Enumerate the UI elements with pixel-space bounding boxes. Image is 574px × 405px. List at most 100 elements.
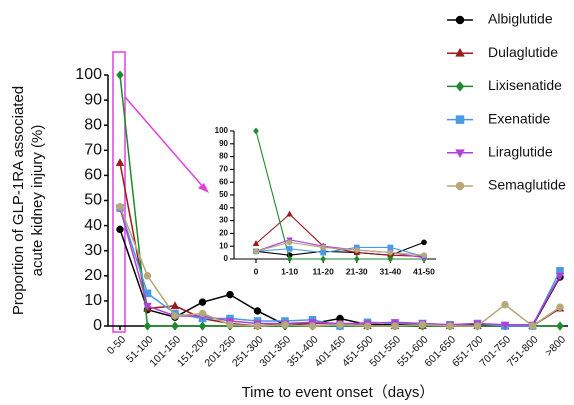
- x-tick-label: 751-800: [505, 333, 541, 369]
- y-axis-title: Proportion of GLP-1RA associated acute ki…: [10, 86, 46, 315]
- marker: [253, 248, 259, 255]
- legend-label: Albiglutide: [488, 11, 553, 27]
- y-tick-label: 50: [84, 192, 102, 209]
- x-tick-label: 0-50: [105, 333, 128, 356]
- x-tick-label: >800: [543, 333, 568, 358]
- marker: [320, 255, 327, 263]
- marker: [421, 252, 427, 259]
- marker: [418, 320, 427, 329]
- marker: [473, 322, 482, 330]
- y-tick-label: 60: [219, 177, 228, 186]
- marker: [320, 244, 327, 251]
- y-tick-label: 60: [84, 167, 102, 184]
- y-tick-label: 40: [84, 217, 102, 234]
- series-line: [255, 246, 425, 257]
- marker: [387, 244, 394, 251]
- y-tick-label: 50: [219, 190, 228, 199]
- series-line: [255, 130, 424, 260]
- marker: [336, 320, 344, 329]
- zoom-arrow: [124, 96, 205, 189]
- marker: [320, 249, 327, 256]
- marker: [528, 322, 537, 330]
- marker: [455, 81, 465, 92]
- marker: [455, 47, 465, 57]
- marker: [555, 272, 565, 281]
- series-line: [119, 207, 561, 327]
- y-tick-label: 90: [219, 139, 228, 148]
- marker: [116, 225, 124, 234]
- marker: [353, 247, 360, 253]
- y-tick-label: 20: [219, 229, 228, 238]
- marker: [556, 321, 564, 331]
- marker: [198, 298, 207, 306]
- marker: [387, 249, 394, 256]
- legend-label: Exenatide: [488, 110, 550, 126]
- y-tick-label: 30: [219, 216, 228, 225]
- legend-label: Semaglutide: [488, 177, 566, 193]
- x-tick-label: 0: [254, 266, 259, 276]
- y-tick-label: 20: [84, 267, 102, 284]
- legend-label: Liraglutide: [488, 144, 553, 160]
- x-tick-label: 41-50: [413, 266, 435, 276]
- marker: [198, 309, 207, 318]
- y-tick-label: 100: [215, 126, 229, 135]
- series-line: [119, 206, 561, 327]
- marker: [198, 321, 207, 331]
- y-tick-label: 80: [219, 152, 228, 161]
- marker: [446, 322, 454, 330]
- x-tick-label: 31-40: [380, 266, 402, 276]
- x-tick-label: 21-30: [346, 266, 368, 276]
- series-line: [255, 213, 425, 257]
- marker: [171, 312, 179, 320]
- marker: [353, 255, 360, 263]
- marker: [116, 203, 124, 211]
- marker: [286, 210, 293, 217]
- marker: [286, 239, 293, 246]
- marker: [115, 158, 125, 166]
- marker: [501, 300, 509, 309]
- marker: [226, 320, 234, 329]
- legend-label: Lixisenatide: [488, 77, 562, 93]
- marker: [556, 303, 564, 311]
- marker: [116, 70, 124, 80]
- y-tick-label: 80: [84, 116, 102, 133]
- marker: [500, 321, 510, 330]
- y-tick-label: 40: [219, 203, 228, 212]
- marker: [391, 322, 399, 330]
- marker: [455, 15, 465, 25]
- series-line: [119, 207, 561, 326]
- marker: [253, 127, 259, 135]
- highlight-box: [112, 51, 126, 333]
- arrow-head: [198, 183, 209, 193]
- marker: [308, 322, 317, 330]
- y-tick-label: 100: [75, 66, 102, 83]
- marker: [421, 239, 427, 246]
- y-tick-label: 0: [224, 254, 229, 263]
- marker: [143, 302, 152, 311]
- y-tick-label: 0: [93, 317, 102, 334]
- marker: [363, 322, 372, 330]
- marker: [171, 321, 179, 331]
- y-tick-label: 70: [219, 165, 228, 174]
- marker: [143, 272, 152, 280]
- marker: [455, 181, 465, 191]
- legend-label: Dulaglutide: [488, 44, 558, 60]
- marker: [455, 149, 465, 159]
- y-tick-label: 10: [219, 241, 228, 250]
- marker: [143, 321, 152, 331]
- y-tick-label: 10: [84, 292, 102, 309]
- y-tick-label: 90: [84, 91, 102, 108]
- y-tick-label: 70: [84, 142, 102, 159]
- marker: [455, 115, 465, 124]
- marker: [253, 322, 262, 330]
- series-line: [255, 241, 425, 256]
- x-tick-label: 11-20: [313, 266, 335, 276]
- x-tick-label: 1-10: [281, 266, 298, 276]
- y-tick-label: 30: [84, 242, 102, 259]
- marker: [170, 301, 180, 309]
- marker: [253, 307, 262, 315]
- x-axis-title: Time to event onset（days）: [242, 384, 435, 401]
- marker: [252, 240, 260, 246]
- marker: [281, 320, 289, 329]
